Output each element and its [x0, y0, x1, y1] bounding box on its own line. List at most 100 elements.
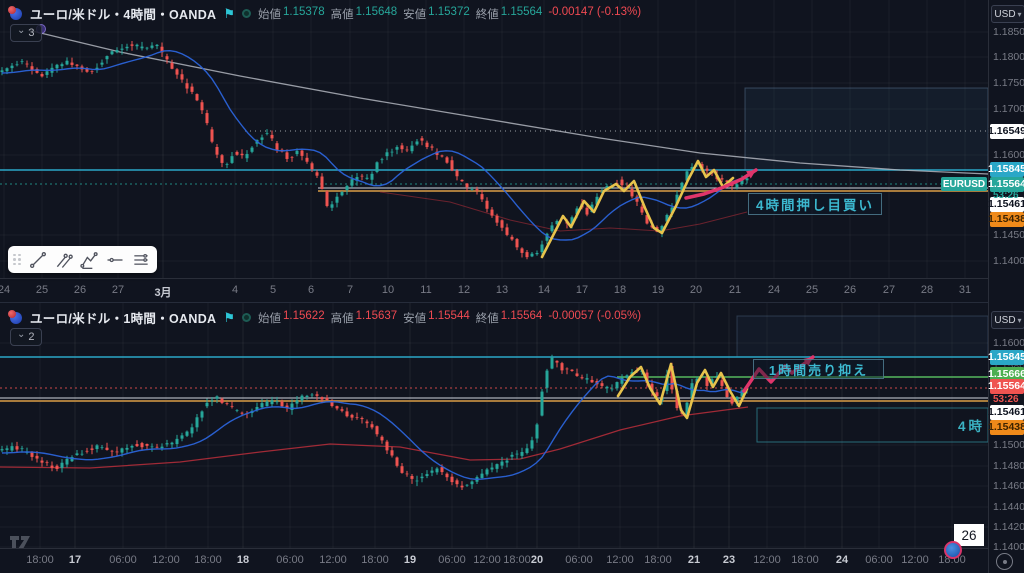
time-tick: 06:00 [565, 554, 593, 566]
price-chart-1h[interactable]: 4時 [0, 301, 988, 548]
annotation-1h-sell-cap[interactable]: 1時間売り抑え [753, 359, 884, 379]
time-tick: 12:00 [319, 554, 347, 566]
collapsed-indicators-chip-1h[interactable]: ⌄ 2 [10, 328, 42, 346]
time-tick: 19 [651, 284, 665, 296]
time-tick: 17 [68, 554, 82, 566]
time-tick: 20 [530, 554, 544, 566]
time-tick: 28 [920, 284, 934, 296]
parallel-lines-tool-icon[interactable] [129, 248, 153, 271]
time-tick: 12:00 [901, 554, 929, 566]
flag-icon[interactable]: ⚑ [223, 6, 236, 21]
time-tick: 18:00 [503, 554, 531, 566]
clipped-annotation: 4時 [958, 418, 985, 434]
price-tick: 1.17000 [993, 103, 1024, 115]
price-tick: 1.14000 [993, 255, 1024, 267]
drawing-toolbar [8, 246, 157, 273]
currency-dropdown-4h[interactable]: USD ▾ [991, 5, 1024, 23]
time-tick: 26 [843, 284, 857, 296]
time-tick: 21 [687, 554, 701, 566]
bar-countdown: 53:26 [993, 394, 1019, 405]
time-tick: 18:00 [644, 554, 672, 566]
horizontal-line-tool-icon[interactable] [103, 248, 127, 271]
time-tick: 18 [613, 284, 627, 296]
time-tick: 13 [495, 284, 509, 296]
time-tick: 18:00 [791, 554, 819, 566]
time-tick: 23 [722, 554, 736, 566]
price-tick: 1.14400 [993, 501, 1024, 513]
crosshair-target-icon[interactable] [996, 553, 1013, 570]
time-tick: 27 [111, 284, 125, 296]
time-tick: 06:00 [276, 554, 304, 566]
time-tick: 3月 [154, 287, 172, 299]
change-value-4h: -0.00147 (-0.13%) [548, 5, 642, 18]
price-label-chip: 1.15438 [988, 211, 1024, 227]
time-tick: 5 [269, 284, 277, 296]
path-tool-icon[interactable] [78, 248, 102, 271]
price-label-chip: 1.15845 [988, 349, 1024, 365]
time-tick: 18:00 [361, 554, 389, 566]
ohlc-values-4h: 始値 1.15378 高値 1.15648 安値 1.15372 終値 1.15564 … [258, 5, 642, 21]
time-tick: 6 [307, 284, 315, 296]
market-status-icon [242, 313, 252, 322]
time-tick: 25 [35, 284, 49, 296]
flag-icon[interactable]: ⚑ [223, 310, 236, 325]
time-tick: 17 [575, 284, 589, 296]
caret-down-icon: ▾ [1017, 315, 1022, 325]
symbol-pair-icon [8, 6, 23, 21]
time-tick: 12 [457, 284, 471, 296]
trend-line-tool-icon[interactable] [26, 248, 50, 271]
time-tick: 27 [882, 284, 896, 296]
time-tick: 20 [689, 284, 703, 296]
time-axis-4h[interactable]: 24 25 26 27 3月 4 5 6 7 10 11 12 13 14 17 18 19 20 21 24 25 26… [0, 278, 988, 302]
time-tick: 11 [420, 284, 432, 296]
time-tick: 4 [231, 284, 239, 296]
ohlc-values-1h: 始値 1.15622 高値 1.15637 安値 1.15544 終値 1.15564 … [258, 309, 642, 325]
price-tick: 1.16000 [993, 149, 1024, 161]
time-tick: 26 [73, 284, 87, 296]
change-value-1h: -0.00057 (-0.05%) [548, 309, 642, 322]
time-tick: 24 [767, 284, 781, 296]
price-label-chip: 1.15666 [988, 366, 1024, 382]
time-tick: 06:00 [109, 554, 137, 566]
toolbar-drag-handle[interactable] [13, 253, 21, 266]
price-tick: 1.17500 [993, 77, 1024, 89]
symbol-title-4h[interactable]: ユーロ/米ドル・4時間・OANDA [30, 8, 217, 22]
price-tick: 1.15000 [993, 439, 1024, 451]
time-tick: 12:00 [606, 554, 634, 566]
time-tick: 21 [728, 284, 742, 296]
emoji-sticker-icon[interactable] [944, 541, 962, 559]
price-tick: 1.14200 [993, 521, 1024, 533]
time-tick: 19 [403, 554, 417, 566]
price-label-chip: 1.16549 [988, 123, 1024, 139]
time-tick: 31 [958, 284, 972, 296]
price-tick: 1.14500 [993, 229, 1024, 241]
drawing-date-badge[interactable]: 26 [954, 524, 984, 546]
price-scale[interactable]: USD▾ USD▾ 1.18500 1.18000 1.17500 1.17000 1.… [988, 0, 1024, 573]
time-tick: 25 [805, 284, 819, 296]
annotation-4h-dip-buy[interactable]: 4時間押し目買い [748, 193, 882, 215]
time-tick: 18 [236, 554, 250, 566]
currency-dropdown-1h[interactable]: USD ▾ [991, 311, 1024, 329]
tradingview-logo [10, 536, 30, 549]
parallel-channel-tool-icon[interactable] [52, 248, 76, 271]
symbol-title-1h[interactable]: ユーロ/米ドル・1時間・OANDA [30, 312, 217, 326]
price-chart-4h[interactable] [0, 0, 988, 278]
price-tick: 1.14800 [993, 460, 1024, 472]
price-label-chip: 1.15461 [988, 196, 1024, 212]
pane-header-4h: ユーロ/米ドル・4時間・OANDA ⚑ 始値 1.15378 高値 1.15648 … [8, 4, 641, 23]
price-tick: 1.18000 [993, 51, 1024, 63]
price-tick: 1.18500 [993, 26, 1024, 38]
bar-countdown: 53:26 [993, 190, 1019, 201]
time-tick: 7 [346, 284, 354, 296]
price-label-chip: 1.15845 [988, 161, 1024, 177]
time-axis-1h[interactable]: 18:00 17 06:00 12:00 18:00 18 06:00 12:00 18:00 1… [0, 548, 988, 572]
time-tick: 18:00 [26, 554, 54, 566]
time-tick: 12:00 [152, 554, 180, 566]
symbol-pair-icon [8, 310, 23, 325]
time-tick: 10 [381, 284, 395, 296]
collapsed-indicators-chip-4h[interactable]: ⌄ 3 [10, 24, 42, 42]
time-tick: 14 [537, 284, 551, 296]
time-tick: 12:00 [473, 554, 501, 566]
time-tick: 06:00 [438, 554, 466, 566]
